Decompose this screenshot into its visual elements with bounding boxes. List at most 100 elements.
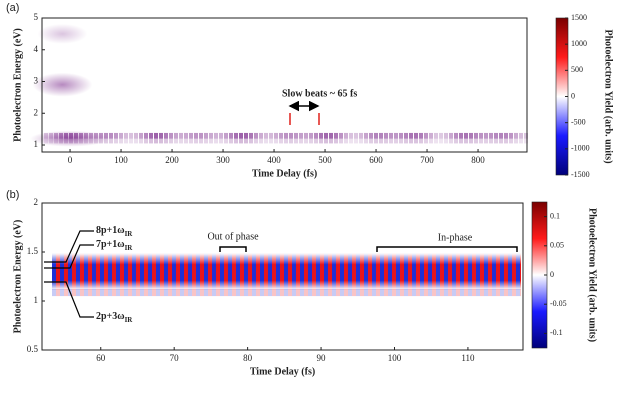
texture [364,138,368,144]
texture [304,138,308,144]
texture [114,132,118,139]
texture [274,132,278,139]
texture [399,138,403,144]
colorbar-tick-label: 0 [550,270,554,279]
x-tick-label: 90 [317,353,327,363]
texture [524,138,528,144]
texture [159,132,163,139]
colorbar-tick-label: -1500 [571,170,590,179]
texture [274,138,278,144]
texture [339,132,343,139]
texture [204,132,208,139]
texture [124,138,128,144]
texture [304,132,308,139]
texture [434,132,438,139]
texture [32,72,93,97]
texture [30,130,111,147]
x-tick-label: 700 [420,155,434,165]
y-tick-label: 3 [34,76,39,86]
annotation: In-phase [438,232,473,243]
texture [219,132,223,139]
texture [254,138,258,144]
texture [409,138,413,144]
y-tick-label: 1.5 [27,246,39,256]
texture [499,138,503,144]
texture [214,132,218,139]
texture [134,132,138,139]
texture [139,138,143,144]
texture [329,132,333,139]
texture [189,132,193,139]
texture [194,138,198,144]
texture [289,138,293,144]
texture [344,138,348,144]
texture [439,138,443,144]
x-axis-label: Time Delay (fs) [252,168,317,179]
x-tick-label: 110 [461,353,475,363]
texture [234,132,238,139]
texture [424,138,428,144]
texture [194,132,198,139]
texture [204,138,208,144]
x-tick-label: 100 [388,353,402,363]
texture [244,132,248,139]
texture [179,132,183,139]
texture [174,132,178,139]
y-tick-label: 1 [34,139,39,149]
texture [324,138,328,144]
texture [444,138,448,144]
texture [239,138,243,144]
texture [349,132,353,139]
texture [369,132,373,139]
bracket [219,246,247,252]
texture [52,253,521,290]
y-axis-label: Photoelectron Energy (eV) [12,220,23,334]
texture [414,138,418,144]
texture [249,138,253,144]
texture [514,138,518,144]
y-axis-label: Photoelectron Energy (eV) [12,28,23,142]
texture [154,138,158,144]
texture [199,138,203,144]
texture [144,132,148,139]
texture [429,138,433,144]
texture [349,138,353,144]
texture [404,138,408,144]
texture [344,132,348,139]
texture [429,132,433,139]
colorbar-tick-label: -0.05 [550,299,567,308]
texture [174,138,178,144]
texture [519,138,523,144]
texture [494,138,498,144]
texture [514,132,518,139]
plot-frame [41,17,528,153]
texture [379,138,383,144]
texture [109,132,113,139]
texture [399,132,403,139]
colorbar-label: Photoelectron Yield (arb. units) [603,29,614,163]
colorbar-tick-label: 500 [571,65,583,74]
texture [199,132,203,139]
texture [149,132,153,139]
texture [144,138,148,144]
texture [189,138,193,144]
texture [489,138,493,144]
texture [424,132,428,139]
texture [164,132,168,139]
texture [169,132,173,139]
texture [419,138,423,144]
bracket [376,246,518,252]
x-tick-label: 500 [318,155,332,165]
texture [259,138,263,144]
texture [309,132,313,139]
texture [524,132,528,139]
texture [359,132,363,139]
texture [52,289,521,297]
annotation: 7p+1ωIR [96,239,133,251]
texture [149,138,153,144]
colorbar-tick-label: -0.1 [550,328,563,337]
colorbar-tick-label: -1000 [571,144,590,153]
texture [479,132,483,139]
texture [374,132,378,139]
texture [469,132,473,139]
